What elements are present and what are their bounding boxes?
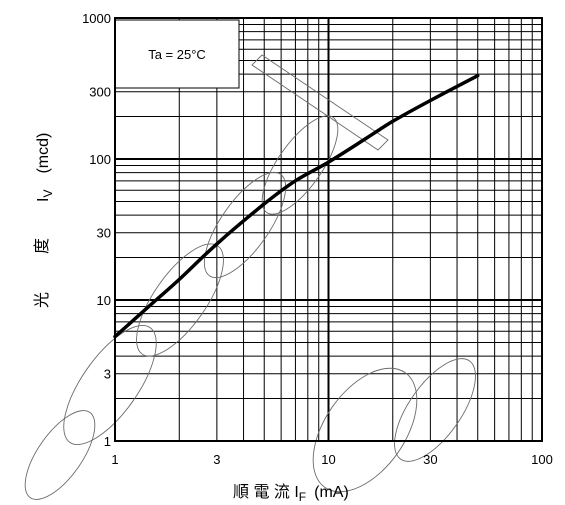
- x-tick-label: 100: [531, 452, 553, 467]
- y-axis-char-2: 度: [33, 238, 51, 254]
- x-axis-unit: (mA): [314, 484, 349, 501]
- y-tick-label: 1000: [82, 11, 111, 26]
- y-tick-label: 1: [104, 434, 111, 449]
- x-tick-labels: 1 3 10 30 100: [111, 452, 552, 467]
- x-axis-title: 順 電 流 IF (mA): [233, 483, 349, 504]
- x-tick-label: 30: [423, 452, 437, 467]
- plot-frame: [114, 17, 543, 442]
- condition-box: [114, 19, 240, 89]
- y-axis-symbol-group: IV (mcd): [35, 133, 55, 202]
- luminous-intensity-curve: [113, 73, 480, 339]
- condition-label: Ta = 25°C: [148, 47, 206, 62]
- y-axis-char-1: 光: [33, 292, 51, 308]
- y-tick-label: 10: [97, 293, 111, 308]
- y-tick-label: 3: [104, 367, 111, 382]
- x-tick-label: 1: [111, 452, 118, 467]
- x-tick-label: 10: [321, 452, 335, 467]
- x-axis-label-subscript: F: [299, 490, 306, 504]
- grid-major: [115, 18, 542, 441]
- y-axis-symbol: I: [35, 198, 52, 202]
- y-tick-label: 30: [97, 226, 111, 241]
- y-axis-symbol-subscript: V: [41, 190, 55, 198]
- y-tick-label: 300: [89, 85, 111, 100]
- x-axis-label: 順 電 流 I: [233, 483, 299, 501]
- y-axis-unit: (mcd): [35, 133, 52, 174]
- y-tick-labels: 1 3 10 30 100 300 1000: [82, 11, 111, 449]
- x-tick-label: 3: [213, 452, 220, 467]
- y-tick-label: 100: [89, 152, 111, 167]
- watermark-logo: [24, 54, 476, 500]
